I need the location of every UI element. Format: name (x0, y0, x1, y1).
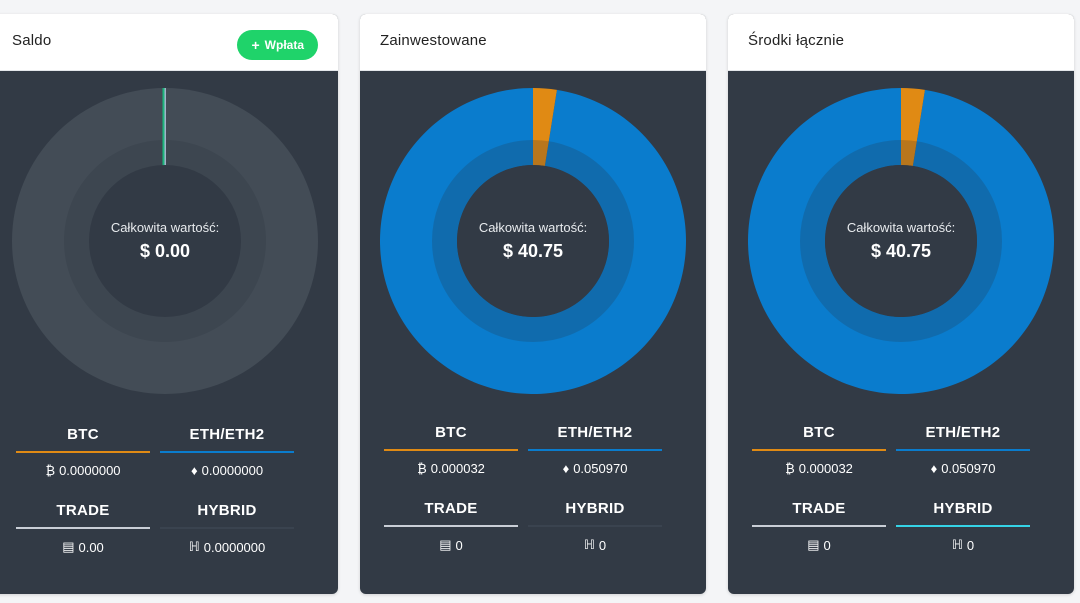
donut-marker-green (162, 88, 165, 218)
asset-grid: BTC ₿ 0.000032 ETH/ETH2 ♦ 0.050970 TRADE… (384, 424, 682, 553)
asset-name: ETH/ETH2 (896, 424, 1030, 451)
asset-name: TRADE (752, 500, 886, 527)
trade-icon: ▤ (439, 537, 452, 552)
asset-name: TRADE (384, 500, 518, 527)
donut-slice-btc (901, 88, 925, 166)
asset-name: ETH/ETH2 (160, 426, 294, 453)
trade-icon: ▤ (807, 537, 820, 552)
asset-amount: ₿ 0.000032 (752, 451, 886, 476)
asset-name: HYBRID (896, 500, 1030, 527)
asset-value: 0.00 (78, 539, 104, 555)
asset-btc: BTC ₿ 0.000032 (384, 424, 518, 476)
asset-amount: ℍ 0.0000000 (160, 529, 294, 555)
donut-chart (748, 88, 1054, 394)
asset-name: ETH/ETH2 (528, 424, 662, 451)
asset-value: 0.050970 (941, 461, 996, 476)
donut-inner-ring (800, 140, 1002, 342)
hybrid-icon: ℍ (951, 537, 963, 552)
card-header: Saldo + Wpłata (0, 14, 338, 71)
asset-trade: TRADE ▤ 0.00 (16, 502, 150, 555)
donut-chart (12, 88, 318, 394)
asset-name: BTC (16, 426, 150, 453)
asset-eth: ETH/ETH2 ♦ 0.050970 (528, 424, 662, 476)
asset-btc: BTC ₿ 0.000032 (752, 424, 886, 476)
card-title: Zainwestowane (380, 32, 487, 49)
ethereum-icon: ♦ (930, 461, 938, 476)
donut-marker-gray (164, 88, 166, 165)
deposit-button[interactable]: + Wpłata (237, 30, 318, 60)
asset-amount: ▤ 0.00 (16, 529, 150, 555)
bitcoin-icon: ₿ (417, 461, 427, 476)
asset-value: 0 (455, 537, 463, 553)
asset-eth: ETH/ETH2 ♦ 0.050970 (896, 424, 1030, 476)
deposit-button-label: Wpłata (264, 38, 304, 52)
asset-value: 0.0000000 (59, 463, 121, 478)
asset-value: 0.000032 (798, 461, 853, 476)
asset-amount: ♦ 0.0000000 (160, 453, 294, 478)
donut-hole (89, 165, 241, 317)
donut-slice-eth (380, 88, 686, 394)
trade-icon: ▤ (62, 539, 75, 554)
donut-inner-ring (432, 140, 634, 342)
asset-value: 0 (823, 537, 831, 553)
asset-value: 0.000032 (430, 461, 485, 476)
asset-value: 0.0000000 (201, 463, 264, 478)
card-invested: Zainwestowane Całkowita wartość: $ 40.75… (360, 14, 706, 594)
asset-amount: ♦ 0.050970 (528, 451, 662, 476)
asset-value: 0.0000000 (203, 539, 266, 555)
donut-hole (825, 165, 977, 317)
asset-hybrid: HYBRID ℍ 0.0000000 (160, 502, 294, 555)
asset-amount: ▤ 0 (752, 527, 886, 553)
ethereum-icon: ♦ (190, 463, 198, 478)
card-header: Środki łącznie (728, 14, 1074, 71)
card-title: Środki łącznie (748, 32, 845, 49)
asset-trade: TRADE ▤ 0 (384, 500, 518, 553)
donut-chart (380, 88, 686, 394)
asset-hybrid: HYBRID ℍ 0 (528, 500, 662, 553)
card-header: Zainwestowane (360, 14, 706, 71)
asset-name: HYBRID (160, 502, 294, 529)
asset-trade: TRADE ▤ 0 (752, 500, 886, 553)
hybrid-icon: ℍ (583, 537, 595, 552)
bitcoin-icon: ₿ (785, 461, 795, 476)
asset-hybrid: HYBRID ℍ 0 (896, 500, 1030, 553)
asset-name: TRADE (16, 502, 150, 529)
asset-name: BTC (752, 424, 886, 451)
plus-icon: + (251, 37, 260, 53)
asset-amount: ₿ 0.000032 (384, 451, 518, 476)
asset-grid: BTC ₿ 0.000032 ETH/ETH2 ♦ 0.050970 TRADE… (752, 424, 1050, 553)
asset-value: 0.050970 (573, 461, 628, 476)
donut-slice-btc (533, 88, 557, 166)
asset-btc: BTC ₿ 0.0000000 (16, 426, 150, 478)
card-title: Saldo (12, 32, 52, 49)
card-total-funds: Środki łącznie Całkowita wartość: $ 40.7… (728, 14, 1074, 594)
asset-amount: ℍ 0 (528, 527, 662, 553)
donut-slice-eth (748, 88, 1054, 394)
asset-amount: ₿ 0.0000000 (16, 453, 150, 478)
ethereum-icon: ♦ (562, 461, 570, 476)
asset-grid: BTC ₿ 0.0000000 ETH/ETH2 ♦ 0.0000000 TRA… (16, 426, 314, 555)
card-saldo: Saldo + Wpłata Całkowita wartość: $ 0.00… (0, 14, 338, 594)
asset-name: HYBRID (528, 500, 662, 527)
asset-amount: ▤ 0 (384, 527, 518, 553)
donut-hole (457, 165, 609, 317)
asset-value: 0 (966, 537, 975, 553)
bitcoin-icon: ₿ (45, 463, 56, 478)
asset-amount: ℍ 0 (896, 527, 1030, 553)
asset-amount: ♦ 0.050970 (896, 451, 1030, 476)
asset-name: BTC (384, 424, 518, 451)
asset-value: 0 (598, 537, 607, 553)
hybrid-icon: ℍ (188, 539, 200, 554)
asset-eth: ETH/ETH2 ♦ 0.0000000 (160, 426, 294, 478)
